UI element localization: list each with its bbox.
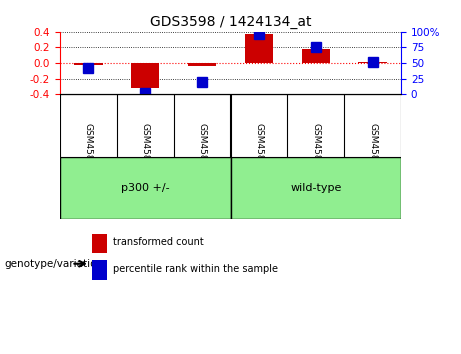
Text: GSM458547: GSM458547	[84, 122, 93, 177]
Text: GSM458552: GSM458552	[368, 122, 377, 177]
Text: percentile rank within the sample: percentile rank within the sample	[113, 264, 278, 274]
Bar	[188, 63, 216, 66]
Bar	[245, 34, 273, 63]
Bar	[131, 63, 160, 88]
Text: wild-type: wild-type	[290, 183, 342, 193]
Bar	[230, 157, 401, 219]
Text: GSM458551: GSM458551	[311, 122, 320, 177]
Bar	[60, 157, 230, 219]
Bar	[358, 62, 387, 63]
Text: genotype/variation: genotype/variation	[5, 259, 104, 269]
Title: GDS3598 / 1424134_at: GDS3598 / 1424134_at	[150, 16, 311, 29]
Text: GSM458549: GSM458549	[198, 122, 207, 177]
Text: GSM458550: GSM458550	[254, 122, 263, 177]
Text: GSM458548: GSM458548	[141, 122, 150, 177]
Text: transformed count: transformed count	[113, 238, 204, 247]
Bar	[74, 63, 102, 65]
Bar	[301, 49, 330, 63]
Text: p300 +/-: p300 +/-	[121, 183, 170, 193]
